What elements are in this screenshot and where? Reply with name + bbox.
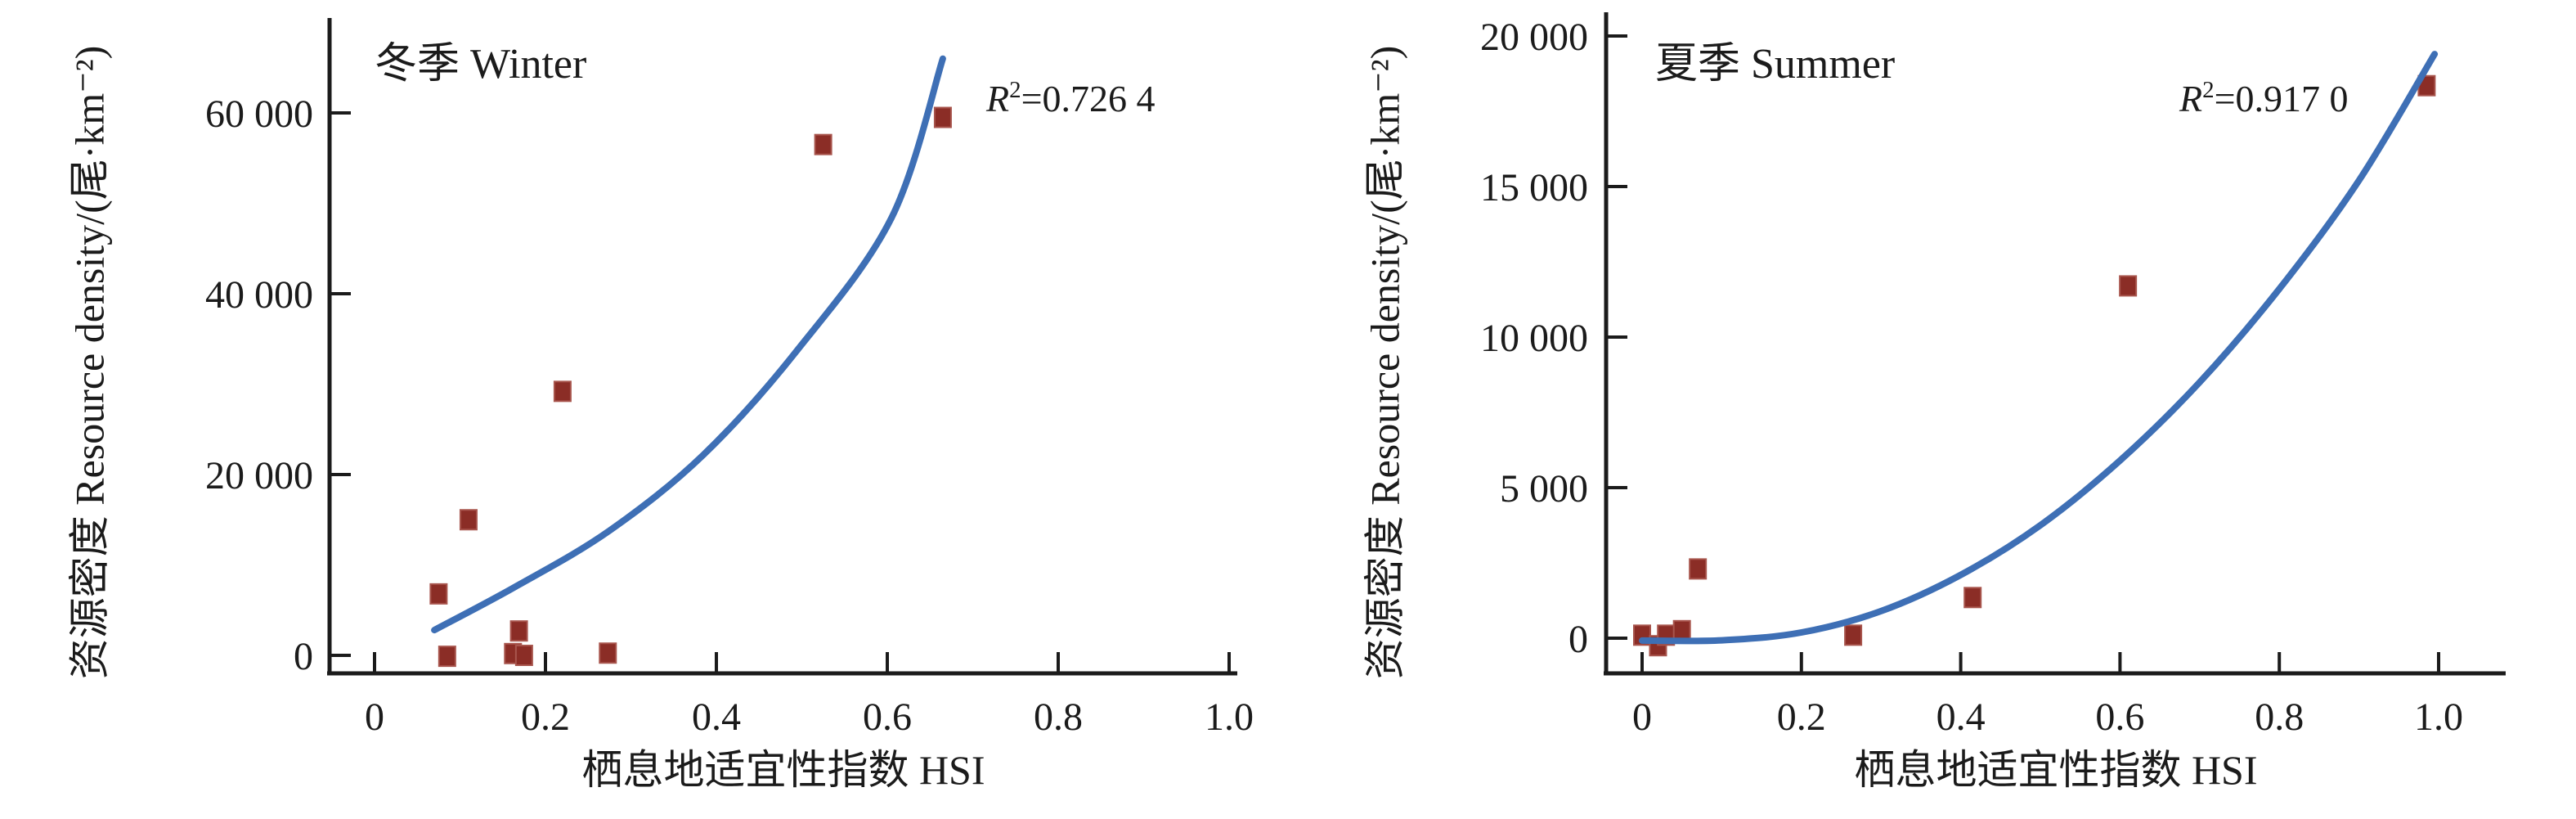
r-squared-value: =0.917 0	[2214, 78, 2349, 119]
winter-y-axis-label-text: 资源密度 Resource density/(尾·km⁻²)	[66, 45, 112, 679]
r-squared-value: =0.726 4	[1021, 78, 1156, 119]
data-point	[933, 106, 952, 128]
x-tick-label: 0	[1632, 695, 1652, 739]
data-point	[438, 646, 456, 668]
r-symbol: R	[986, 78, 1010, 119]
x-tick-label: 0.6	[2095, 695, 2144, 739]
data-point	[1963, 587, 1982, 609]
y-tick-label: 15 000	[1480, 166, 1588, 209]
y-tick-label: 5 000	[1500, 467, 1588, 511]
r-exponent: 2	[1009, 77, 1021, 103]
winter-y-axis-label: 资源密度 Resource density/(尾·km⁻²)	[41, 0, 131, 724]
data-point	[509, 620, 528, 642]
r-symbol: R	[2179, 78, 2203, 119]
data-point	[1844, 624, 1863, 646]
r-exponent: 2	[2202, 77, 2215, 103]
x-tick-label: 0.6	[863, 695, 912, 739]
winter-panel-title: 冬季 Winter	[375, 41, 587, 88]
x-tick-label: 1.0	[2414, 695, 2463, 739]
data-point	[459, 509, 478, 531]
summer-panel-title: 夏季 Summer	[1655, 41, 1896, 88]
winter-r-squared-label: R2=0.726 4	[986, 77, 1156, 120]
summer-panel-plot: 0 0.2 0.4 0.6 0.8 1.0 0 5 000 10 000 15 000 20 000	[1480, 12, 2506, 739]
x-tick-label: 0.8	[1034, 695, 1083, 739]
y-tick-label: 40 000	[205, 273, 313, 317]
x-tick-label: 0.2	[1777, 695, 1826, 739]
y-tick-label: 0	[294, 635, 313, 678]
data-point	[2119, 275, 2138, 297]
data-point	[1672, 619, 1691, 641]
x-tick-label: 0.8	[2255, 695, 2304, 739]
data-point	[1689, 558, 1708, 580]
axis-lines	[327, 18, 1237, 676]
summer-y-axis-label-text: 资源密度 Resource density/(尾·km⁻²)	[1362, 45, 1407, 679]
y-tick-label: 60 000	[205, 92, 313, 136]
x-tick-label: 0.4	[692, 695, 741, 739]
trend-curve	[1639, 51, 2439, 645]
data-point	[814, 133, 832, 155]
x-tick-label: 0.2	[521, 695, 570, 739]
y-tick-label: 10 000	[1480, 317, 1588, 360]
y-tick-label: 20 000	[205, 454, 313, 497]
summer-x-axis-label: 栖息地适宜性指数 HSI	[1854, 747, 2258, 793]
summer-y-axis-label: 资源密度 Resource density/(尾·km⁻²)	[1336, 0, 1426, 724]
data-point	[599, 642, 617, 664]
y-tick-label: 0	[1568, 618, 1588, 661]
x-tick-label: 0.4	[1936, 695, 1986, 739]
x-tick-label: 1.0	[1205, 695, 1254, 739]
x-tick-label: 0	[365, 695, 384, 739]
trend-curve	[431, 55, 946, 634]
y-tick-label: 20 000	[1480, 16, 1588, 59]
summer-r-squared-label: R2=0.917 0	[2179, 77, 2349, 120]
winter-x-axis-label: 栖息地适宜性指数 HSI	[581, 747, 985, 793]
data-point	[429, 583, 448, 605]
winter-panel-plot: 0 0.2 0.4 0.6 0.8 1.0 0 20 000 40 000 60 000	[205, 18, 1254, 739]
data-point	[553, 380, 572, 403]
data-point	[514, 645, 533, 666]
axis-lines	[1604, 12, 2506, 676]
